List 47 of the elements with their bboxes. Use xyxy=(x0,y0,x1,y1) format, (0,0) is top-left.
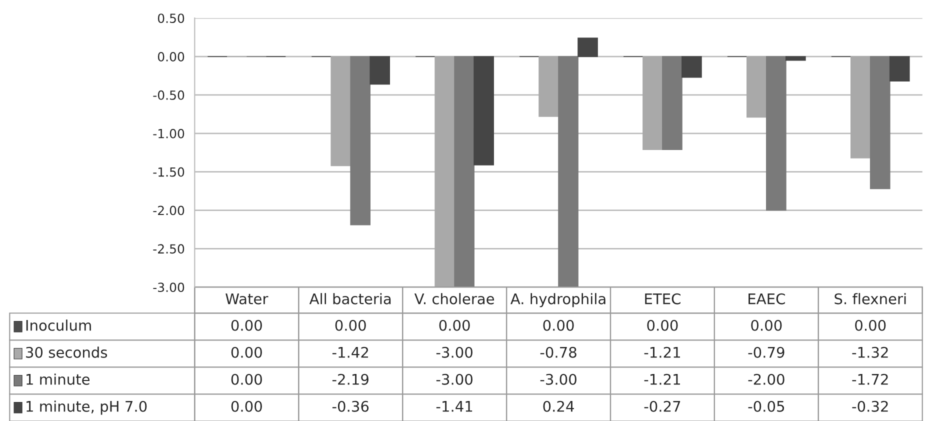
data-label: -3.00 xyxy=(540,374,576,385)
data-label: -1.42 xyxy=(332,346,368,358)
x-tick-label: All bacteria xyxy=(309,293,391,304)
data-label: -0.78 xyxy=(540,346,576,358)
data-label: -3.00 xyxy=(436,374,472,385)
data-label: 0.00 xyxy=(751,320,782,331)
data-label: 0.00 xyxy=(543,320,574,331)
data-label: -1.32 xyxy=(852,346,888,358)
x-tick-label: EAEC xyxy=(748,293,785,304)
x-tick-label: S. flexneri xyxy=(834,293,906,304)
data-label: 0.00 xyxy=(231,320,262,331)
data-label: -2.19 xyxy=(332,374,368,385)
data-label: -0.32 xyxy=(852,400,888,412)
x-tick-label: Water xyxy=(226,294,268,304)
data-label: -0.79 xyxy=(748,346,784,358)
y-tick-label: -2.50 xyxy=(153,244,184,254)
y-tick-label: 0.00 xyxy=(158,52,184,62)
data-label: -1.41 xyxy=(436,401,472,412)
y-tick-label: -0.50 xyxy=(153,90,184,100)
data-label: 0.24 xyxy=(543,400,574,412)
y-tick-label: -3.00 xyxy=(153,282,184,292)
data-label: 0.00 xyxy=(231,374,262,385)
data-label: 0.00 xyxy=(231,346,262,358)
x-tick-label: ETEC xyxy=(645,293,680,304)
y-tick-label: 0.50 xyxy=(158,14,184,24)
data-label: 0.00 xyxy=(439,320,470,331)
data-label: 0.00 xyxy=(855,320,886,331)
legend-label: 1 minute, pH 7.0 xyxy=(26,400,147,415)
data-label: -0.36 xyxy=(332,400,369,412)
x-tick-label: A. hydrophila xyxy=(510,293,606,308)
data-label: 0.00 xyxy=(231,400,262,412)
legend-label: 30 seconds xyxy=(26,346,108,358)
data-label: -0.05 xyxy=(748,400,784,412)
y-tick-label: -1.50 xyxy=(153,167,184,177)
legend-label: 1 minute xyxy=(26,374,90,385)
data-label: -1.21 xyxy=(644,346,680,358)
data-label: 0.00 xyxy=(647,320,678,331)
x-tick-label: V. cholerae xyxy=(414,293,494,304)
y-tick-label: -2.00 xyxy=(153,206,184,216)
data-label: 0.00 xyxy=(335,320,366,331)
data-label: -1.21 xyxy=(644,374,680,385)
legend-label: Inoculum xyxy=(26,320,91,331)
y-tick-label: -1.00 xyxy=(153,128,184,138)
data-label: -3.00 xyxy=(436,346,472,358)
data-label: -2.00 xyxy=(748,374,784,385)
data-label: -0.27 xyxy=(644,400,680,412)
data-label: -1.72 xyxy=(852,374,888,385)
